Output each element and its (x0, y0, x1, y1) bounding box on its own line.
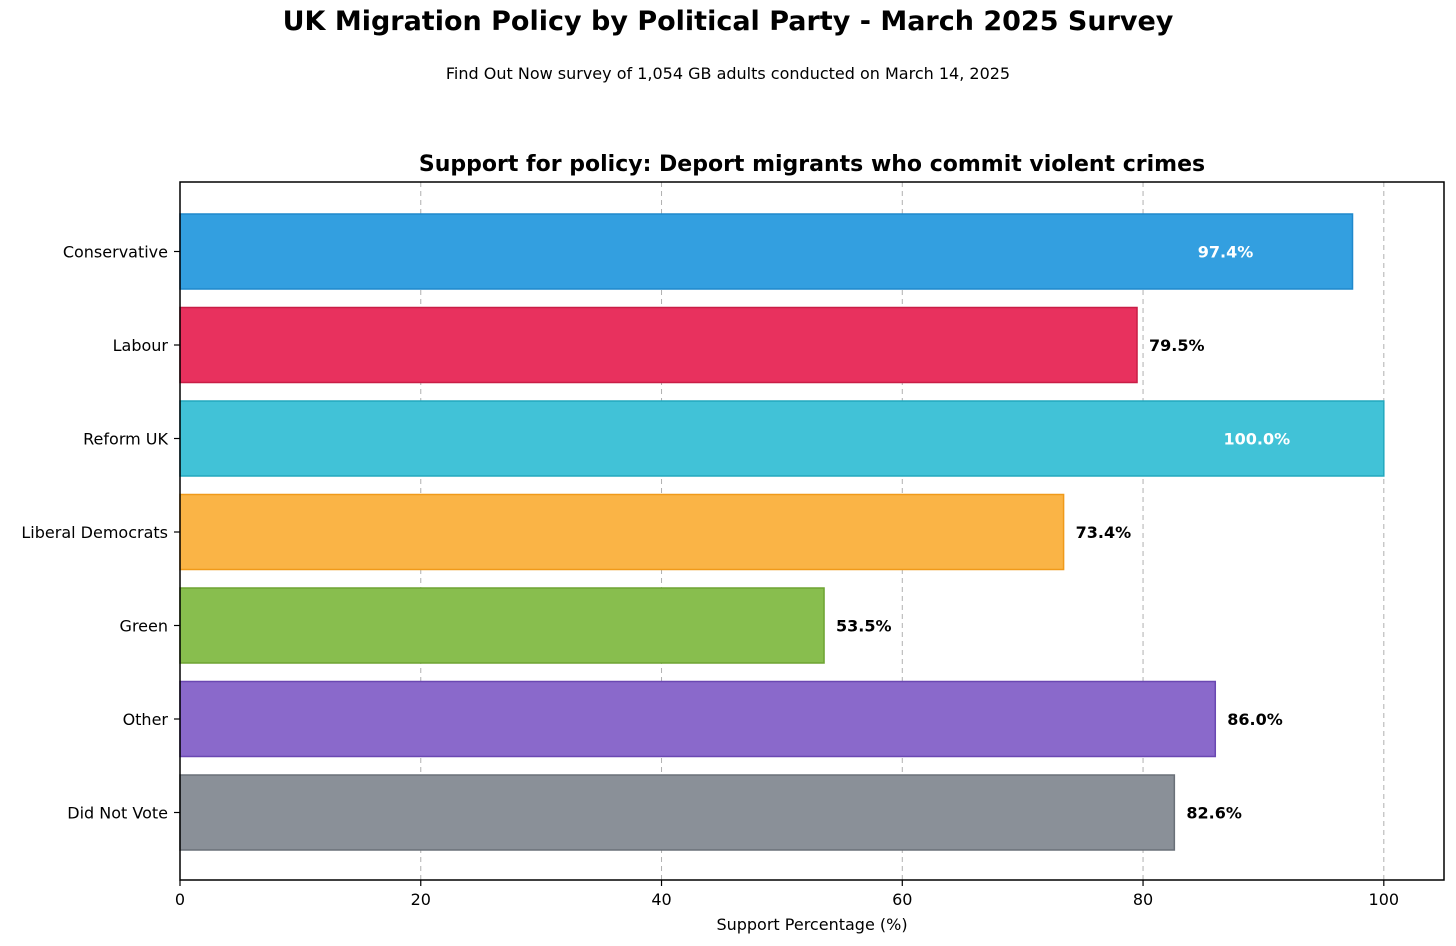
x-axis-title: Support Percentage (%) (716, 915, 907, 934)
data-label: 53.5% (836, 617, 892, 636)
plot-frame (179, 181, 1445, 881)
y-tick-label: Reform UK (83, 430, 168, 449)
data-label: 100.0% (1223, 430, 1290, 449)
bars-layer: 97.4% 79.5% 100.0% 73.4% 53.5% 86.0% 82.6% (179, 213, 1385, 851)
y-tick-label: Did Not Vote (67, 804, 168, 823)
data-label: 86.0% (1227, 710, 1283, 729)
bar-labour (179, 306, 1138, 384)
data-label: 73.4% (1076, 523, 1132, 542)
x-tick-label: 80 (1133, 890, 1153, 909)
plot-title: Support for policy: Deport migrants who … (419, 152, 1205, 177)
y-tick-label: Labour (113, 336, 169, 355)
data-label: 82.6% (1186, 804, 1242, 823)
y-axis: Conservative Labour Reform UK Liberal Democ… (21, 243, 180, 823)
x-tick-label: 40 (651, 890, 671, 909)
y-tick-label: Other (123, 710, 169, 729)
y-tick-label: Liberal Democrats (21, 523, 168, 542)
x-tick-label: 60 (892, 890, 912, 909)
y-tick-label: Conservative (63, 243, 168, 262)
bar-other (179, 680, 1217, 758)
chart-main-title: UK Migration Policy by Political Party -… (282, 6, 1174, 37)
y-tick-label: Green (120, 617, 168, 636)
data-label: 79.5% (1149, 336, 1205, 355)
data-label: 97.4% (1198, 243, 1254, 262)
x-tick-label: 100 (1369, 890, 1400, 909)
bar-reform-uk (179, 400, 1385, 477)
bar-did-not-vote (179, 774, 1176, 851)
bar-conservative (179, 213, 1354, 290)
bar-liberal-democrats (179, 493, 1065, 571)
x-axis: 0 20 40 60 80 100 (175, 880, 1399, 909)
x-tick-label: 0 (175, 890, 185, 909)
chart-subtitle: Find Out Now survey of 1,054 GB adults c… (445, 64, 1011, 83)
bar-green (179, 587, 825, 664)
x-tick-label: 20 (411, 890, 431, 909)
